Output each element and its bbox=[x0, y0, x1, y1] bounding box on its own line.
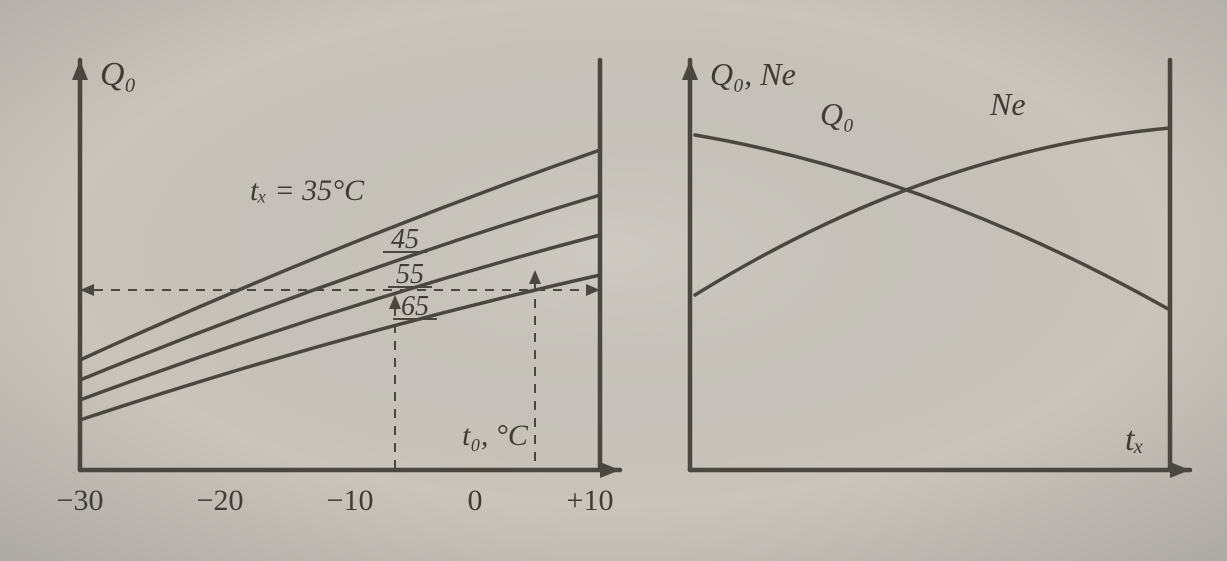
left-curve-label-55: 55 bbox=[396, 259, 424, 290]
right-ne-label: Ne bbox=[989, 86, 1026, 122]
right-y-label: Q₀, Ne bbox=[710, 56, 796, 92]
right-x-label: tₓ bbox=[1125, 421, 1144, 458]
left-x-label: t₀, °C bbox=[462, 419, 529, 452]
left-curve-label-45: 45 bbox=[391, 224, 419, 255]
left-curve-label-65: 65 bbox=[401, 291, 429, 322]
left-xtick-0: −30 bbox=[57, 484, 104, 517]
left-xtick-1: −20 bbox=[197, 484, 244, 517]
scan-vignette bbox=[0, 0, 1227, 561]
left-xtick-4: +10 bbox=[567, 484, 614, 517]
left-top-curve-annot: tₓ = 35°C bbox=[250, 174, 365, 207]
left-y-label: Q₀ bbox=[100, 56, 136, 93]
left-xtick-3: 0 bbox=[468, 484, 483, 517]
right-q0-label: Q₀ bbox=[820, 96, 854, 132]
left-xtick-2: −10 bbox=[327, 484, 374, 517]
